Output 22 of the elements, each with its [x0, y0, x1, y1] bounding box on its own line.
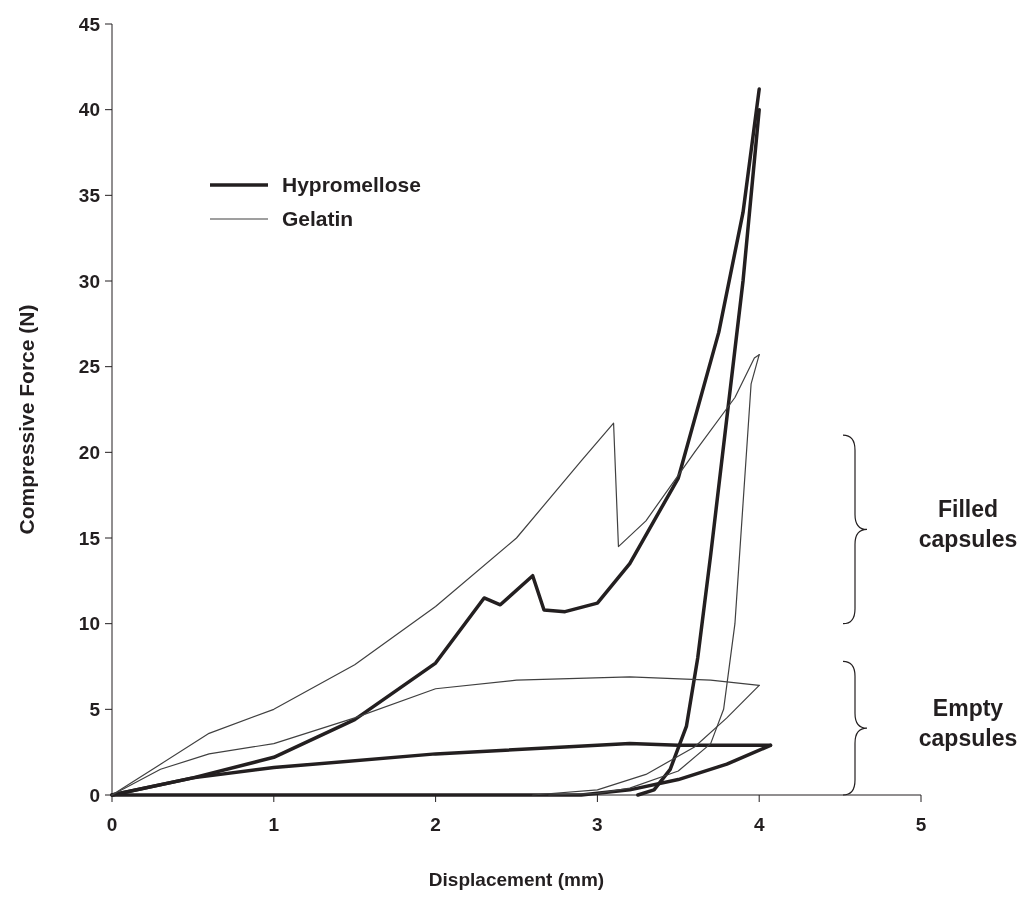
- annotation: Filled capsules: [918, 496, 1018, 553]
- x-tick-label: 5: [915, 814, 927, 835]
- x-tick-label: 2: [430, 814, 441, 835]
- annotation: Empty capsules: [918, 695, 1018, 752]
- y-tick-label: 35: [78, 184, 101, 206]
- legend-label: Gelatin: [282, 207, 354, 231]
- y-tick-label: 40: [78, 99, 100, 121]
- y-tick-label: 25: [78, 356, 101, 378]
- y-tick-label: 15: [78, 527, 101, 549]
- y-tick-label: 30: [78, 270, 100, 292]
- y-tick-label: 5: [89, 698, 101, 720]
- y-tick-label: 45: [78, 13, 101, 35]
- x-axis-title: Displacement (mm): [428, 869, 605, 890]
- x-tick-label: 4: [753, 814, 765, 835]
- y-tick-label: 20: [78, 441, 100, 463]
- x-tick-label: 0: [106, 814, 118, 835]
- y-axis-title: Compressive Force (N): [15, 304, 38, 535]
- legend-label: Hypromellose: [282, 173, 421, 197]
- x-tick-label: 1: [268, 814, 280, 835]
- y-tick-label: 10: [78, 613, 100, 635]
- x-tick-label: 3: [592, 814, 603, 835]
- y-tick-label: 0: [89, 784, 100, 806]
